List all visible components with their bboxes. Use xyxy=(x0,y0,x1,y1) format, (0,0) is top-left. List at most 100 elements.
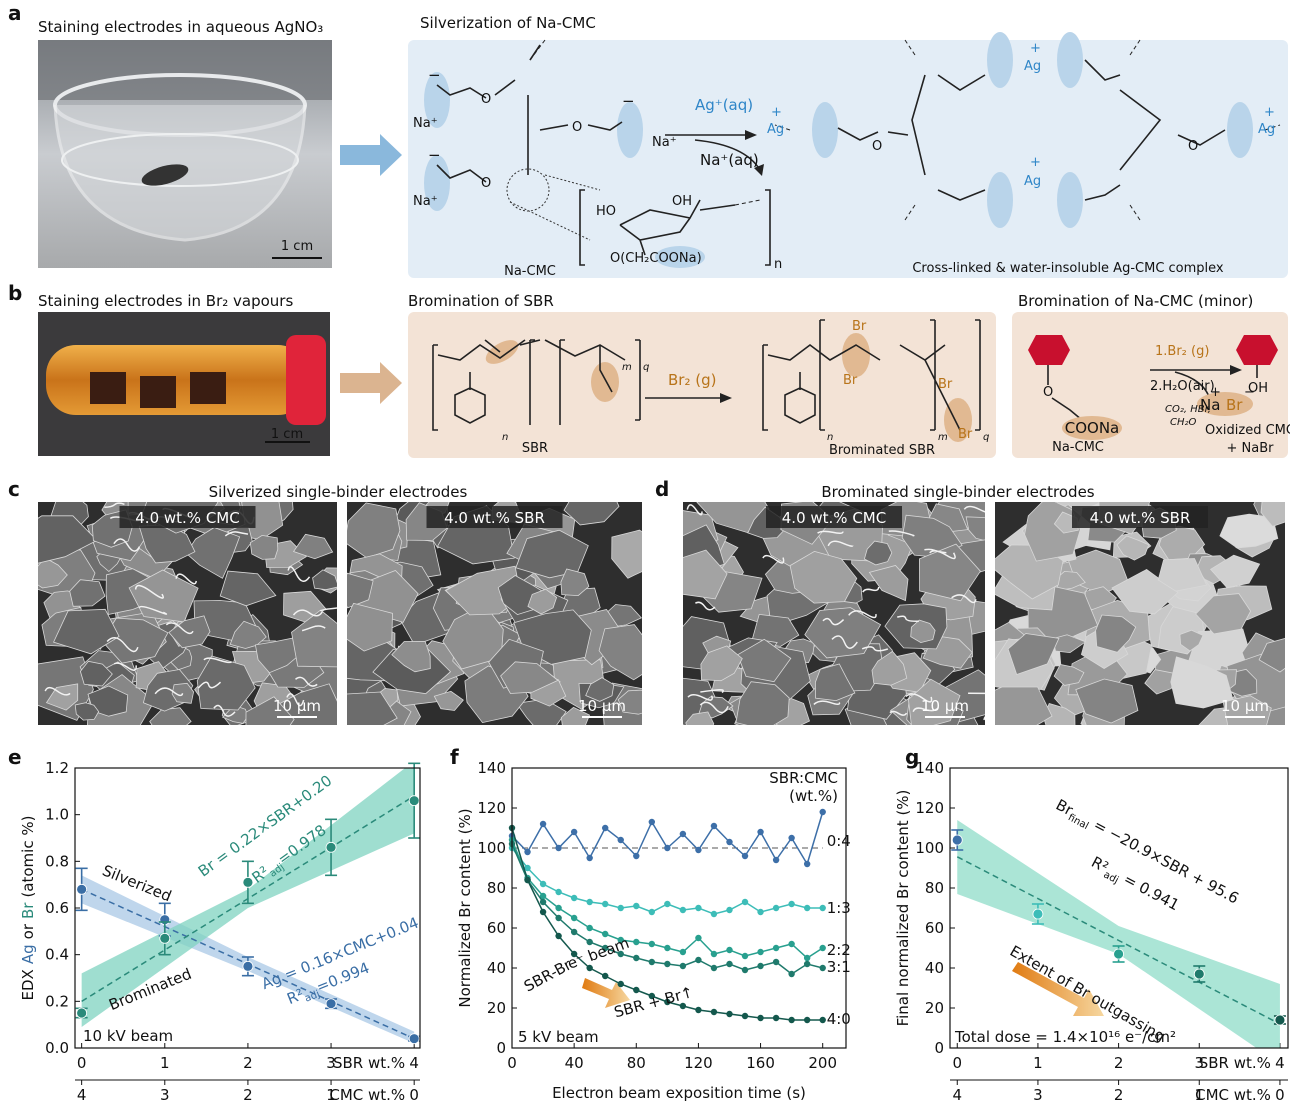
y-tick-label: 40 xyxy=(925,959,944,977)
x-tick-label: 4 xyxy=(409,1054,419,1072)
y-tick-label: 60 xyxy=(487,919,506,937)
y-tick-label: 0.0 xyxy=(45,1039,69,1057)
point xyxy=(711,1009,717,1015)
scale-bar-label: 10 µm xyxy=(273,697,321,715)
series-label: 0:4 xyxy=(827,832,851,850)
y-tick-label: 0 xyxy=(934,1039,944,1057)
point xyxy=(773,959,779,965)
y-tick-label: 0.2 xyxy=(45,992,69,1010)
legend-title: SBR:CMC xyxy=(769,769,838,787)
panel-title: Silverized single-binder electrodes xyxy=(209,483,468,501)
x-tick-label: 0 xyxy=(952,1054,962,1072)
y-axis-label-part: EDX xyxy=(19,969,37,1000)
photo xyxy=(38,40,332,268)
point xyxy=(680,949,686,955)
point xyxy=(524,849,530,855)
point xyxy=(160,933,170,943)
point xyxy=(571,929,577,935)
charge: + xyxy=(1210,385,1221,400)
point xyxy=(649,909,655,915)
bromine: Br xyxy=(843,373,858,388)
point xyxy=(819,945,825,951)
point xyxy=(649,819,655,825)
x2-axis-label: CMC wt.% xyxy=(1195,1086,1271,1104)
point xyxy=(773,1015,779,1021)
point xyxy=(804,961,810,967)
y-tick-label: 140 xyxy=(915,759,944,777)
repeat: q xyxy=(643,362,649,373)
reactant-label: Na-CMC xyxy=(504,264,556,279)
point xyxy=(819,809,825,815)
x2-tick-label: 3 xyxy=(160,1086,170,1104)
point xyxy=(788,941,794,947)
reagent: Br₂ (g) xyxy=(668,371,716,389)
ion: Br xyxy=(1226,396,1243,414)
point xyxy=(819,965,825,971)
point xyxy=(680,831,686,837)
scale-bar-label: 1 cm xyxy=(281,239,313,254)
point xyxy=(788,971,794,977)
bromine: Br xyxy=(938,377,953,392)
point xyxy=(409,796,419,806)
charge: − xyxy=(428,66,441,84)
x-tick-label: 4 xyxy=(1275,1054,1285,1072)
point xyxy=(586,925,592,931)
point xyxy=(602,901,608,907)
point xyxy=(664,901,670,907)
point xyxy=(773,857,779,863)
point xyxy=(243,961,253,971)
x-tick-label: 120 xyxy=(684,1054,713,1072)
point xyxy=(680,907,686,913)
panel-label: e xyxy=(8,745,22,769)
chart: e0.00.20.40.60.81.01.20123443210SBR wt.%… xyxy=(8,745,421,1104)
point xyxy=(618,905,624,911)
byproduct: Na⁺(aq) xyxy=(700,151,759,169)
series-label: 3:1 xyxy=(827,958,851,976)
point xyxy=(773,945,779,951)
point xyxy=(409,1034,419,1044)
point xyxy=(540,821,546,827)
y-tick-label: 40 xyxy=(487,959,506,977)
point xyxy=(742,1013,748,1019)
point xyxy=(555,933,561,939)
point xyxy=(1194,969,1204,979)
point xyxy=(649,941,655,947)
atom: O xyxy=(1043,385,1053,400)
scale-bar-label: 10 µm xyxy=(578,697,626,715)
y-tick-label: 0.4 xyxy=(45,946,69,964)
atom: O xyxy=(572,120,582,135)
repeat: n xyxy=(827,432,833,443)
point xyxy=(695,847,701,853)
point xyxy=(1033,909,1043,919)
x2-tick-label: 3 xyxy=(1033,1086,1043,1104)
reagent: Ag⁺(aq) xyxy=(695,96,753,114)
y-tick-label: 120 xyxy=(477,799,506,817)
annotation-part: SBR + Br↑ xyxy=(612,983,695,1021)
bromine: Br xyxy=(852,319,867,334)
series-label: 1:3 xyxy=(827,899,851,917)
point xyxy=(726,839,732,845)
x2-tick-label: 0 xyxy=(1275,1086,1285,1104)
chart: f02040608010012014004080120160200Electro… xyxy=(450,745,851,1102)
series-line xyxy=(512,812,823,864)
x2-tick-label: 2 xyxy=(1114,1086,1124,1104)
sem-images: 4.0 wt.% CMC10 µm4.0 wt.% SBR10 µm4.0 wt… xyxy=(14,472,1290,756)
y-tick-label: 100 xyxy=(477,839,506,857)
x-tick-label: 0 xyxy=(507,1054,517,1072)
legend-title: (wt.%) xyxy=(789,787,838,805)
y-tick-label: 1.0 xyxy=(45,806,69,824)
photo-title: Staining electrodes in aqueous AgNO₃ xyxy=(38,18,323,36)
y-axis-label-part: Ag xyxy=(19,944,37,964)
point xyxy=(633,853,639,859)
point xyxy=(664,845,670,851)
charge: + xyxy=(1030,41,1041,56)
panel-label: b xyxy=(8,281,22,305)
point xyxy=(633,955,639,961)
point xyxy=(952,835,962,845)
byproduct: CH₂O xyxy=(1170,417,1197,428)
point xyxy=(602,931,608,937)
annotation: 5 kV beam xyxy=(518,1028,599,1046)
point xyxy=(326,999,336,1009)
panel-label: a xyxy=(8,1,22,25)
charge: + xyxy=(1264,105,1275,120)
